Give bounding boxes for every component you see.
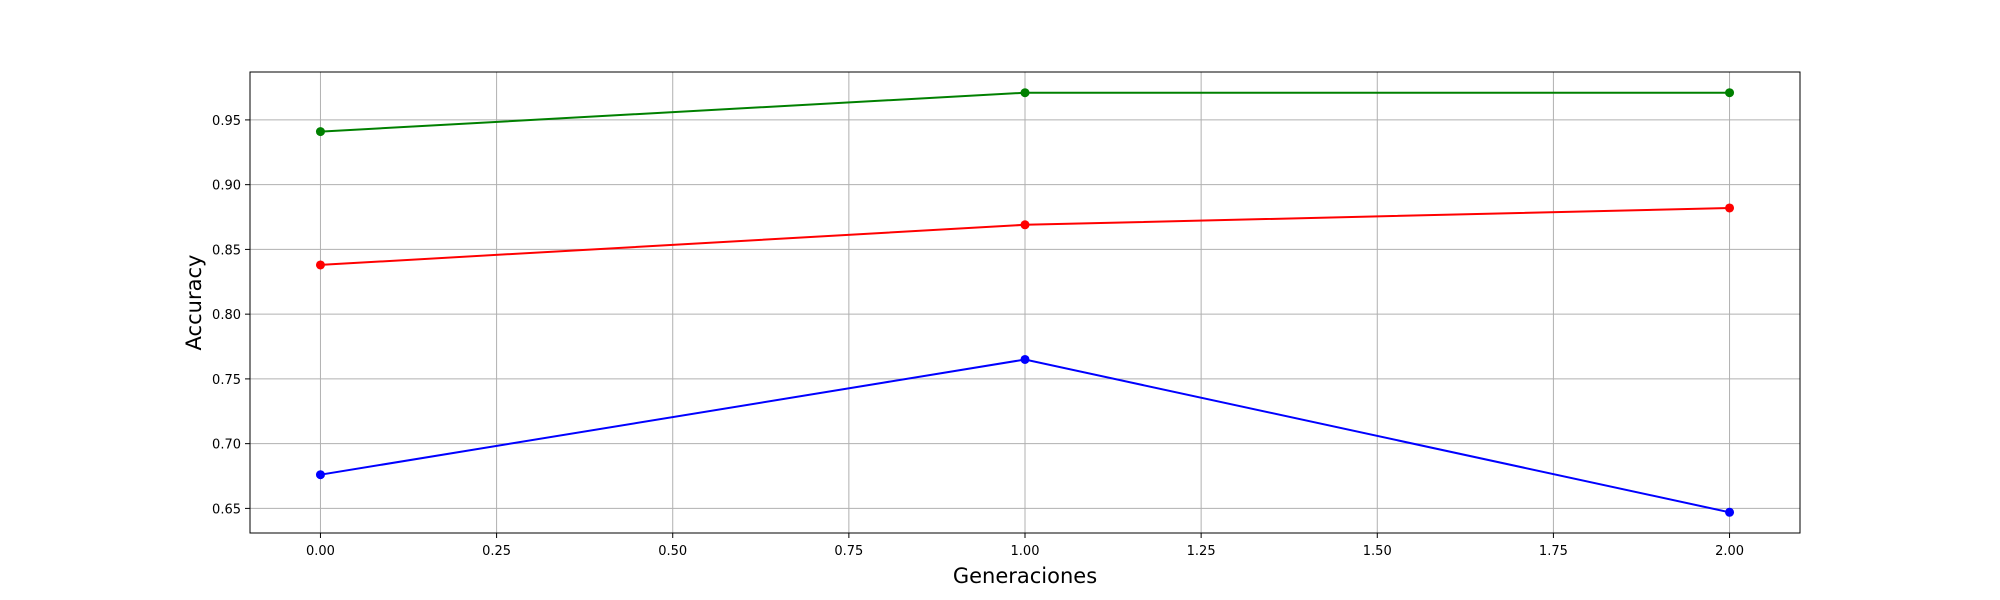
y-tick-label: 0.70 [212, 438, 241, 453]
series-group [315, 88, 1735, 517]
series-3-point [1725, 507, 1735, 517]
y-tick-label: 0.75 [212, 373, 241, 388]
x-tick-label: 1.00 [1011, 544, 1040, 559]
x-tick-label: 2.00 [1715, 544, 1744, 559]
x-tick-label: 1.75 [1539, 544, 1568, 559]
series-2-point [315, 260, 325, 270]
y-tick-label: 0.90 [212, 179, 241, 194]
series-2-point [1725, 203, 1735, 213]
ticks: 0.00 0.25 0.50 0.75 1.00 1.25 1.50 1.75 2.00 0.65… [212, 114, 1744, 559]
x-tick-label: 0.25 [482, 544, 511, 559]
x-tick-label: 0.75 [834, 544, 863, 559]
y-tick-label: 0.85 [212, 243, 241, 258]
x-tick-label: 0.50 [658, 544, 687, 559]
series-1-point [1725, 88, 1735, 98]
series-1-point [315, 127, 325, 137]
y-tick-label: 0.95 [212, 114, 241, 129]
series-3-point [1020, 354, 1030, 364]
series-2-point [1020, 220, 1030, 230]
y-axis-label: Accuracy [182, 255, 206, 351]
x-tick-label: 1.25 [1187, 544, 1216, 559]
y-tick-label: 0.80 [212, 308, 241, 323]
series-1-point [1020, 88, 1030, 98]
x-tick-label: 1.50 [1363, 544, 1392, 559]
x-axis-label: Generaciones [953, 564, 1097, 588]
y-tick-label: 0.65 [212, 502, 241, 517]
x-tick-label: 0.00 [306, 544, 335, 559]
series-3-point [315, 470, 325, 480]
